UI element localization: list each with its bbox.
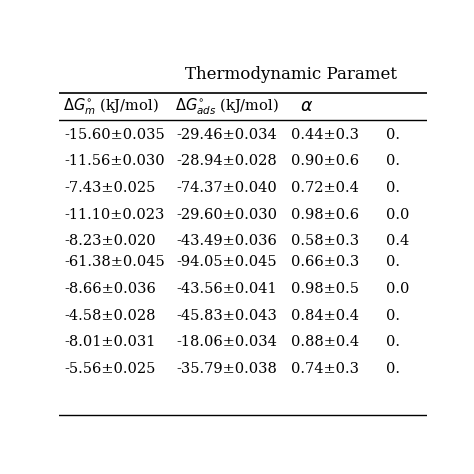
Text: 0.: 0. — [386, 309, 400, 323]
Text: 0.0: 0.0 — [386, 208, 410, 221]
Text: -61.38±0.045: -61.38±0.045 — [65, 255, 165, 269]
Text: 0.: 0. — [386, 335, 400, 349]
Text: -45.83±0.043: -45.83±0.043 — [177, 309, 278, 323]
Text: 0.: 0. — [386, 181, 400, 195]
Text: -8.01±0.031: -8.01±0.031 — [65, 335, 156, 349]
Text: -35.79±0.038: -35.79±0.038 — [177, 362, 278, 376]
Text: 0.0: 0.0 — [386, 282, 410, 296]
Text: 0.44±0.3: 0.44±0.3 — [291, 128, 359, 142]
Text: -18.06±0.034: -18.06±0.034 — [177, 335, 278, 349]
Text: -43.49±0.036: -43.49±0.036 — [177, 234, 278, 248]
Text: -8.66±0.036: -8.66±0.036 — [65, 282, 156, 296]
Text: 0.: 0. — [386, 154, 400, 168]
Text: -29.46±0.034: -29.46±0.034 — [177, 128, 278, 142]
Text: 0.84±0.4: 0.84±0.4 — [291, 309, 359, 323]
Text: -4.58±0.028: -4.58±0.028 — [65, 309, 156, 323]
Text: -5.56±0.025: -5.56±0.025 — [65, 362, 156, 376]
Text: 0.66±0.3: 0.66±0.3 — [291, 255, 359, 269]
Text: -11.56±0.030: -11.56±0.030 — [65, 154, 165, 168]
Text: $\alpha$: $\alpha$ — [300, 98, 313, 115]
Text: -29.60±0.030: -29.60±0.030 — [177, 208, 278, 221]
Text: -28.94±0.028: -28.94±0.028 — [177, 154, 278, 168]
Text: 0.: 0. — [386, 362, 400, 376]
Text: $\Delta G^{\circ}_{m}$ (kJ/mol): $\Delta G^{\circ}_{m}$ (kJ/mol) — [63, 96, 159, 117]
Text: -8.23±0.020: -8.23±0.020 — [65, 234, 156, 248]
Text: 0.88±0.4: 0.88±0.4 — [291, 335, 359, 349]
Text: 0.74±0.3: 0.74±0.3 — [291, 362, 359, 376]
Text: -15.60±0.035: -15.60±0.035 — [65, 128, 165, 142]
Text: 0.98±0.5: 0.98±0.5 — [291, 282, 359, 296]
Text: -7.43±0.025: -7.43±0.025 — [65, 181, 156, 195]
Text: 0.: 0. — [386, 255, 400, 269]
Text: 0.: 0. — [386, 128, 400, 142]
Text: 0.58±0.3: 0.58±0.3 — [291, 234, 359, 248]
Text: 0.98±0.6: 0.98±0.6 — [291, 208, 359, 221]
Text: -74.37±0.040: -74.37±0.040 — [177, 181, 278, 195]
Text: -11.10±0.023: -11.10±0.023 — [65, 208, 165, 221]
Text: -94.05±0.045: -94.05±0.045 — [177, 255, 277, 269]
Text: 0.72±0.4: 0.72±0.4 — [291, 181, 358, 195]
Text: -43.56±0.041: -43.56±0.041 — [177, 282, 277, 296]
Text: Thermodynamic Paramet: Thermodynamic Paramet — [185, 66, 397, 83]
Text: $\Delta G^{\circ}_{ads}$ (kJ/mol): $\Delta G^{\circ}_{ads}$ (kJ/mol) — [175, 96, 279, 117]
Text: 0.90±0.6: 0.90±0.6 — [291, 154, 359, 168]
Text: 0.4: 0.4 — [386, 234, 410, 248]
